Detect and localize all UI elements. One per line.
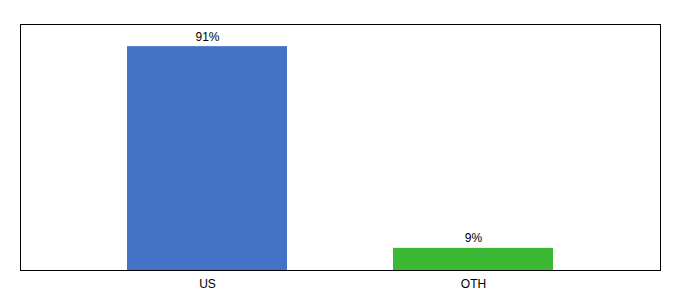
svg-text:US: US bbox=[199, 277, 216, 291]
svg-text:91%: 91% bbox=[195, 30, 219, 44]
svg-text:9%: 9% bbox=[465, 231, 483, 245]
svg-text:OTH: OTH bbox=[461, 277, 486, 291]
